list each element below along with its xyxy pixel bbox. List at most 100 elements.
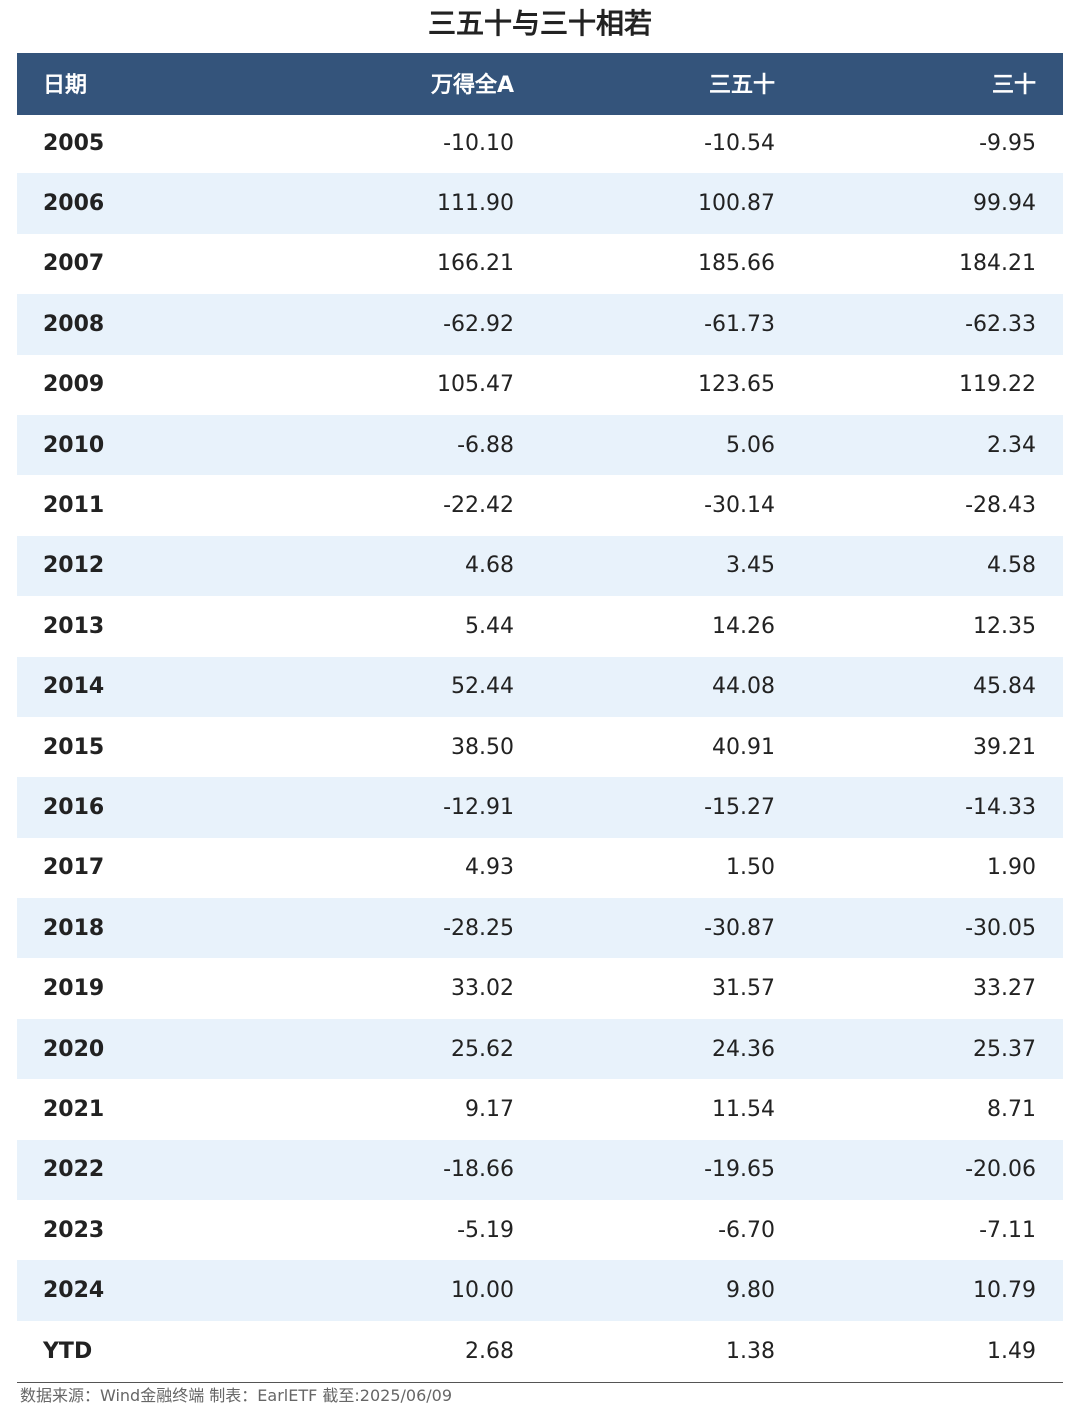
table-row: 2016 -12.91 -15.27 -14.33 xyxy=(17,777,1063,838)
table-row: 2022 -18.66 -19.65 -20.06 xyxy=(17,1139,1063,1201)
row-date-cell: 2020 xyxy=(43,1036,105,1062)
row-wind-all-a-cell: 5.44 xyxy=(465,613,514,639)
row-spacer-cell xyxy=(1036,1200,1063,1260)
row-wind-all-a-cell: -5.19 xyxy=(457,1217,514,1243)
row-sanshi-cell: 99.94 xyxy=(973,191,1036,217)
table-row: 2009 105.47 123.65 119.22 xyxy=(17,355,1063,415)
row-sanshi-cell: -30.05 xyxy=(965,915,1036,941)
row-sanwushi-cell: 3.45 xyxy=(726,553,775,579)
row-sanwushi-cell: 44.08 xyxy=(712,674,775,700)
column-header-sanwushi: 三五十 xyxy=(708,73,775,98)
table-row: 2024 10.00 9.80 10.79 xyxy=(17,1260,1063,1321)
table-row: 2021 9.17 11.54 8.71 xyxy=(17,1079,1063,1139)
row-wind-all-a-cell: -62.92 xyxy=(443,311,514,337)
row-spacer-cell xyxy=(1036,173,1063,233)
row-wind-all-a-cell: 4.93 xyxy=(465,855,514,881)
row-date-cell: 2005 xyxy=(43,130,105,156)
row-sanwushi-cell: 31.57 xyxy=(712,976,775,1002)
source-footnote: 数据来源：Wind金融终端 制表：EarlETF 截至:2025/06/09 xyxy=(20,1386,453,1405)
row-wind-all-a-cell: 25.62 xyxy=(451,1036,514,1062)
row-sanshi-cell: -14.33 xyxy=(965,794,1036,820)
table-row: 2015 38.50 40.91 39.21 xyxy=(17,717,1063,777)
column-header-spacer xyxy=(1036,53,1063,113)
row-spacer-cell xyxy=(1036,1019,1063,1079)
row-sanwushi-cell: -30.14 xyxy=(704,493,775,519)
table-row: 2019 33.02 31.57 33.27 xyxy=(17,958,1063,1018)
row-spacer-cell xyxy=(1036,475,1063,535)
row-sanshi-cell: 12.35 xyxy=(973,613,1036,639)
row-sanshi-cell: 39.21 xyxy=(973,734,1036,760)
row-date-cell: 2019 xyxy=(43,976,105,1002)
row-sanwushi-cell: 123.65 xyxy=(698,372,775,398)
column-header-wind-all-a: 万得全A xyxy=(430,73,514,98)
row-date-cell: 2008 xyxy=(43,311,105,337)
row-sanwushi-cell: 1.38 xyxy=(726,1338,775,1364)
row-wind-all-a-cell: -6.88 xyxy=(457,432,514,458)
row-date-cell: 2009 xyxy=(43,372,105,398)
row-wind-all-a-cell: 33.02 xyxy=(451,976,514,1002)
row-spacer-cell xyxy=(1036,717,1063,777)
row-wind-all-a-cell: -22.42 xyxy=(443,493,514,519)
row-sanshi-cell: 4.58 xyxy=(987,553,1036,579)
row-date-cell: 2018 xyxy=(43,915,105,941)
row-spacer-cell xyxy=(1036,355,1063,415)
row-sanwushi-cell: -15.27 xyxy=(704,794,775,820)
row-date-cell: 2013 xyxy=(43,613,105,639)
returns-table: 日期 万得全A 三五十 三十 2005 -10.10 -10.54 -9.95 2006… xyxy=(17,53,1063,1381)
row-sanwushi-cell: 185.66 xyxy=(698,251,775,277)
row-date-cell: 2017 xyxy=(43,855,105,881)
table-row: 2012 4.68 3.45 4.58 xyxy=(17,535,1063,597)
row-sanshi-cell: 184.21 xyxy=(959,251,1036,277)
table-row: 2014 52.44 44.08 45.84 xyxy=(17,656,1063,717)
table-row: 2018 -28.25 -30.87 -30.05 xyxy=(17,898,1063,959)
row-date-cell: 2012 xyxy=(43,553,105,579)
row-sanwushi-cell: 100.87 xyxy=(698,191,775,217)
table-body: 2005 -10.10 -10.54 -9.95 2006 111.90 100.87 99.… xyxy=(17,113,1063,1381)
row-wind-all-a-cell: -12.91 xyxy=(443,794,514,820)
row-wind-all-a-cell: 9.17 xyxy=(465,1096,514,1122)
row-spacer-cell xyxy=(1036,596,1063,656)
table-row: 2023 -5.19 -6.70 -7.11 xyxy=(17,1200,1063,1260)
row-sanshi-cell: 8.71 xyxy=(987,1096,1036,1122)
row-sanshi-cell: -7.11 xyxy=(979,1217,1036,1243)
column-header-date: 日期 xyxy=(43,73,88,98)
table-row: 2011 -22.42 -30.14 -28.43 xyxy=(17,475,1063,535)
row-spacer-cell xyxy=(1036,294,1063,354)
row-sanshi-cell: 1.49 xyxy=(987,1338,1036,1364)
row-date-cell: 2024 xyxy=(43,1278,105,1304)
header-rule xyxy=(17,113,1063,115)
row-wind-all-a-cell: -28.25 xyxy=(443,915,514,941)
row-spacer-cell xyxy=(1036,536,1063,596)
row-sanwushi-cell: -19.65 xyxy=(704,1157,775,1183)
row-date-cell: 2015 xyxy=(43,734,105,760)
row-date-cell: 2010 xyxy=(43,432,105,458)
row-wind-all-a-cell: 2.68 xyxy=(465,1338,514,1364)
row-spacer-cell xyxy=(1036,898,1063,958)
row-wind-all-a-cell: -10.10 xyxy=(443,130,514,156)
row-sanwushi-cell: 5.06 xyxy=(726,432,775,458)
row-sanwushi-cell: 40.91 xyxy=(712,734,775,760)
table-row: 2006 111.90 100.87 99.94 xyxy=(17,173,1063,234)
row-sanwushi-cell: -6.70 xyxy=(718,1217,775,1243)
table-row: 2005 -10.10 -10.54 -9.95 xyxy=(17,113,1063,173)
row-sanshi-cell: 119.22 xyxy=(959,372,1036,398)
table-row: 2020 25.62 24.36 25.37 xyxy=(17,1018,1063,1080)
column-header-sanshi: 三十 xyxy=(991,73,1036,98)
row-date-cell: 2016 xyxy=(43,794,105,820)
row-spacer-cell xyxy=(1036,657,1063,717)
table-header-row: 日期 万得全A 三五十 三十 xyxy=(17,53,1063,113)
row-sanshi-cell: 25.37 xyxy=(973,1036,1036,1062)
row-spacer-cell xyxy=(1036,234,1063,294)
table-row: 2013 5.44 14.26 12.35 xyxy=(17,596,1063,656)
row-sanshi-cell: 45.84 xyxy=(973,674,1036,700)
row-spacer-cell xyxy=(1036,777,1063,837)
row-sanwushi-cell: 24.36 xyxy=(712,1036,775,1062)
row-wind-all-a-cell: 166.21 xyxy=(437,251,514,277)
row-sanshi-cell: -20.06 xyxy=(965,1157,1036,1183)
row-sanwushi-cell: 1.50 xyxy=(726,855,775,881)
row-sanwushi-cell: -30.87 xyxy=(704,915,775,941)
row-sanwushi-cell: -61.73 xyxy=(704,311,775,337)
row-wind-all-a-cell: 52.44 xyxy=(451,674,514,700)
row-wind-all-a-cell: 10.00 xyxy=(451,1278,514,1304)
row-wind-all-a-cell: 4.68 xyxy=(465,553,514,579)
